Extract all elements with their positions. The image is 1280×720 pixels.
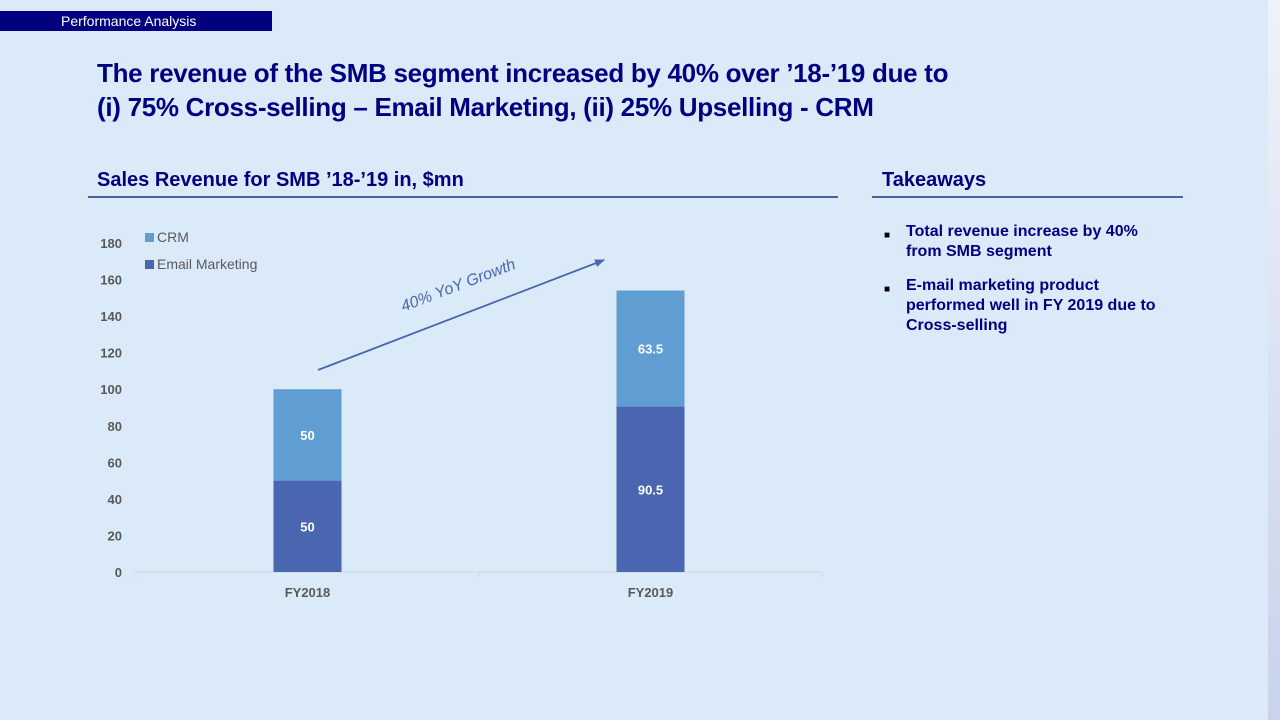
- growth-annotation: 40% YoY Growth: [399, 256, 518, 315]
- takeaways-title: Takeaways: [882, 169, 987, 191]
- takeaway-text: E-mail marketing product performed well …: [906, 277, 1156, 334]
- bar-data-label: 50: [300, 519, 314, 534]
- headline-line-2: (i) 75% Cross-selling – Email Marketing,…: [97, 92, 874, 122]
- takeaway-item: ■ E-mail marketing product performed well…: [882, 276, 1172, 336]
- slide-edge-decoration: [1268, 0, 1280, 720]
- bar-segment: [616, 406, 685, 572]
- x-tick-label: FY2018: [285, 585, 331, 600]
- square-bullet-icon: ■: [884, 230, 891, 241]
- bar-data-label: 63.5: [638, 342, 663, 357]
- y-tick-label: 20: [108, 528, 122, 543]
- legend-label: Email Marketing: [157, 256, 257, 272]
- square-bullet-icon: ■: [884, 284, 891, 295]
- takeaways-underline: [872, 196, 1183, 198]
- legend-label: CRM: [157, 229, 189, 245]
- bar-segment: [273, 389, 342, 481]
- growth-arrow: [317, 259, 605, 371]
- takeaway-text: Total revenue increase by 40% from SMB s…: [906, 223, 1138, 260]
- y-tick-label: 80: [108, 419, 122, 434]
- y-tick-label: 0: [115, 565, 122, 580]
- slide-headline: The revenue of the SMB segment increased…: [97, 56, 1157, 124]
- y-tick-label: 160: [100, 273, 122, 288]
- bar-data-label: 90.5: [638, 482, 663, 497]
- legend-swatch: [145, 260, 154, 269]
- y-tick-label: 100: [100, 382, 122, 397]
- x-tick-label: FY2019: [628, 585, 674, 600]
- y-tick-label: 60: [108, 455, 122, 470]
- bar-segment: [273, 480, 342, 572]
- chart-title: Sales Revenue for SMB ’18-’19 in, $mn: [97, 169, 464, 191]
- y-tick-label: 40: [108, 492, 122, 507]
- chart-title-underline: [88, 196, 838, 198]
- y-tick-label: 120: [100, 346, 122, 361]
- section-tag: Performance Analysis: [0, 11, 272, 31]
- takeaways-list: ■ Total revenue increase by 40% from SMB …: [882, 222, 1172, 350]
- y-tick-label: 140: [100, 309, 122, 324]
- bar-data-label: 50: [300, 428, 314, 443]
- legend-swatch: [145, 233, 154, 242]
- bar-segment: [616, 290, 685, 407]
- y-tick-label: 180: [100, 236, 122, 251]
- headline-line-1: The revenue of the SMB segment increased…: [97, 58, 949, 88]
- takeaway-item: ■ Total revenue increase by 40% from SMB …: [882, 222, 1172, 262]
